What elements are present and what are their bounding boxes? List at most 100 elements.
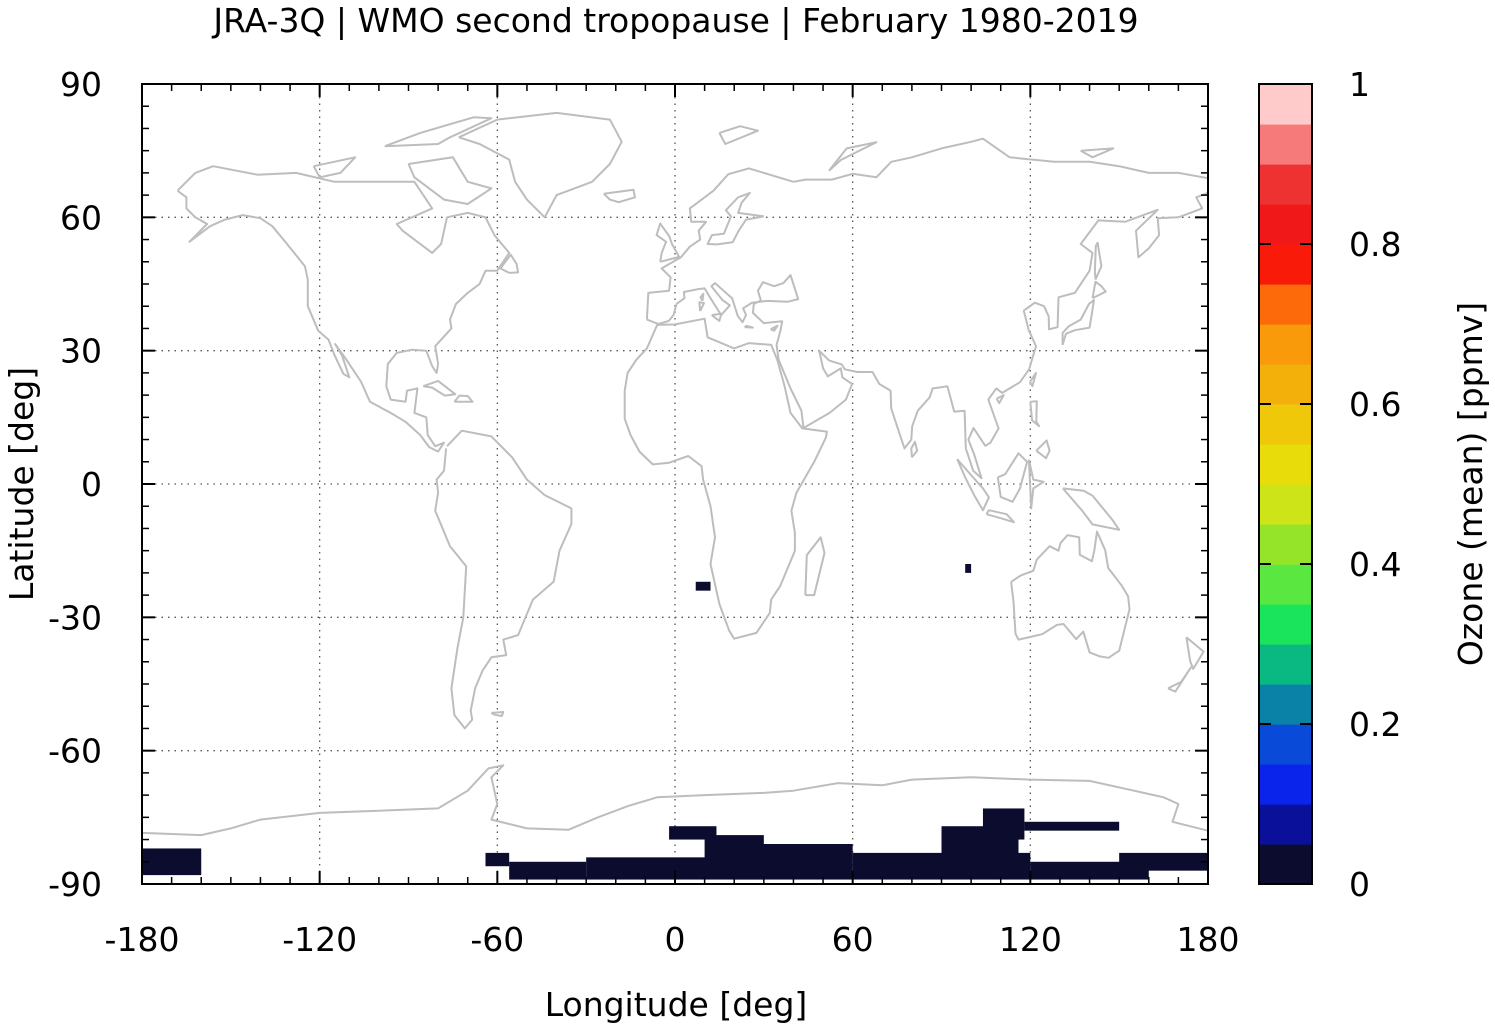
ozone-data-patch [509, 861, 587, 880]
island-coastline [985, 509, 1015, 524]
x-tick-labels: -180 -120 -60 0 60 120 180 [105, 920, 1240, 959]
plot-area [141, 83, 1209, 885]
x-tick-label: -60 [470, 920, 524, 959]
colorbar-tick-labels: 0 0.2 0.4 0.6 0.8 1 [1349, 65, 1401, 904]
x-tick-label: 60 [832, 920, 874, 959]
ozone-data-patch [734, 844, 853, 880]
colorbar-swatch [1259, 484, 1312, 525]
colorbar-swatch [1259, 84, 1312, 125]
island-coastline [711, 312, 723, 322]
island-coastline [828, 141, 878, 172]
ozone-data-patch [1024, 821, 1120, 831]
colorbar-swatch [1259, 724, 1312, 765]
island-coastline [603, 188, 636, 204]
island-coastline [996, 452, 1029, 503]
ozone-data-layer [142, 564, 1208, 880]
colorbar-tick-label: 0.2 [1349, 705, 1401, 744]
island-coastline [1185, 636, 1205, 670]
colorbar-swatch [1259, 444, 1312, 485]
island-coastline [910, 440, 919, 458]
island-coastline [490, 711, 505, 717]
colorbar-swatch [1259, 644, 1312, 685]
colorbar-tick-label: 0.6 [1349, 385, 1401, 424]
y-tick-label: 90 [60, 65, 102, 104]
colorbar-swatch [1259, 804, 1312, 845]
island-coastline [744, 324, 754, 329]
colorbar-swatch [1259, 124, 1312, 165]
x-tick-label: 0 [665, 920, 686, 959]
coastline [1010, 530, 1131, 659]
island-coastline [312, 156, 357, 179]
island-coastline [804, 536, 826, 597]
island-coastline [655, 222, 681, 263]
coastline [706, 191, 764, 246]
island-coastline [1093, 241, 1103, 281]
colorbar-swatch [1259, 324, 1312, 365]
coastline-layer [141, 111, 1209, 837]
island-coastline [1091, 280, 1107, 300]
ozone-data-patch [695, 581, 711, 591]
chart-title: JRA-3Q | WMO second tropopause | Februar… [211, 1, 1138, 40]
y-tick-labels: -90 -60 -30 0 30 60 90 [48, 65, 102, 904]
colorbar-swatch [1259, 284, 1312, 325]
y-tick-label: 60 [60, 198, 102, 237]
island-coastline [1029, 400, 1041, 428]
island-coastline [1080, 147, 1115, 159]
grid-layer [142, 84, 1208, 884]
colorbar-label: Ozone (mean) [ppmv] [1451, 302, 1490, 666]
coastline [623, 317, 828, 640]
colorbar-frame [1258, 83, 1313, 885]
island-coastline [1167, 666, 1192, 693]
coastline [176, 165, 511, 453]
x-tick-label: 180 [1177, 920, 1240, 959]
y-axis-label: Latitude [deg] [2, 367, 41, 601]
colorbar: 0 0.2 0.4 0.6 0.8 1 [1258, 65, 1401, 904]
x-axis-label: Longitude [deg] [545, 985, 808, 1024]
colorbar-tick-label: 0 [1349, 865, 1370, 904]
island-coastline [956, 458, 990, 512]
colorbar-swatches [1259, 84, 1312, 885]
colorbar-swatch [1259, 564, 1312, 605]
island-coastline [384, 116, 493, 148]
colorbar-swatch [1259, 764, 1312, 805]
colorbar-swatch [1259, 404, 1312, 445]
colorbar-tick-label: 0.8 [1349, 225, 1401, 264]
island-coastline [699, 292, 705, 302]
colorbar-swatch [1259, 684, 1312, 725]
x-tick-label: -180 [105, 920, 180, 959]
island-coastline [407, 156, 493, 205]
colorbar-swatch [1259, 844, 1312, 885]
colorbar-swatch [1259, 244, 1312, 285]
island-coastline [1061, 299, 1095, 346]
colorbar-swatch [1259, 164, 1312, 205]
y-tick-label: -90 [48, 865, 102, 904]
island-coastline [1062, 487, 1121, 531]
y-tick-label: -60 [48, 732, 102, 771]
colorbar-swatch [1259, 364, 1312, 405]
coastline [141, 764, 1209, 837]
ozone-data-patch [1030, 861, 1149, 880]
island-coastline [499, 253, 520, 274]
x-tick-label: 120 [999, 920, 1062, 959]
coastline [434, 429, 573, 730]
major-ticks [141, 83, 1209, 885]
colorbar-tick-label: 1 [1349, 65, 1370, 104]
ozone-data-patch [142, 848, 202, 876]
y-tick-label: 30 [60, 332, 102, 371]
island-coastline [698, 301, 705, 312]
island-coastline [1027, 459, 1045, 510]
island-coastline [1035, 439, 1051, 460]
island-coastline [422, 379, 457, 397]
colorbar-tick-label: 0.4 [1349, 545, 1401, 584]
ozone-data-patch [485, 852, 510, 867]
island-coastline [453, 394, 474, 403]
y-tick-label: 0 [81, 465, 102, 504]
colorbar-swatch [1259, 524, 1312, 565]
y-tick-label: -30 [48, 598, 102, 637]
island-coastline [770, 324, 779, 332]
coastline [645, 137, 1209, 480]
x-tick-label: -120 [282, 920, 357, 959]
coastline [458, 111, 623, 219]
